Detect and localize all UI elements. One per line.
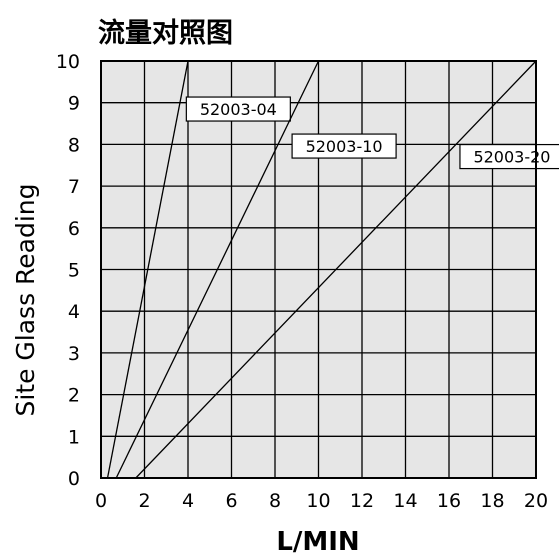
chart-title: 流量对照图 (98, 18, 233, 49)
y-tick-label: 1 (68, 426, 80, 448)
y-tick-label: 5 (68, 260, 80, 282)
x-axis-label: L/MIN (276, 527, 359, 557)
series-lines: 52003-04 52003-10 52003-20 (106, 60, 559, 479)
y-tick-label: 6 (68, 218, 80, 240)
x-tick-label: 18 (480, 490, 504, 512)
y-axis-label: Site Glass Reading (11, 183, 40, 416)
series-label: 52003-04 (200, 100, 277, 119)
x-tick-label: 12 (350, 490, 374, 512)
y-tick-label: 3 (68, 343, 80, 365)
x-tick-label: 10 (306, 490, 330, 512)
x-tick-label: 6 (225, 490, 237, 512)
x-tick-label: 14 (393, 490, 417, 512)
series-label: 52003-20 (473, 148, 550, 167)
y-tick-label: 2 (68, 385, 80, 407)
y-tick-label: 8 (68, 134, 80, 156)
y-tick-label: 9 (68, 93, 80, 115)
y-tick-label: 0 (68, 468, 80, 490)
series-label-box (459, 143, 559, 170)
series-line-52003-20 (135, 60, 537, 479)
x-tick-label: 4 (182, 490, 194, 512)
x-tick-label: 0 (95, 490, 107, 512)
x-axis-ticks: 0 2 4 6 8 10 12 14 16 18 20 (95, 490, 548, 512)
x-tick-label: 20 (524, 490, 548, 512)
series-line-52003-10 (115, 60, 320, 479)
y-tick-label: 7 (68, 176, 80, 198)
x-tick-label: 16 (437, 490, 461, 512)
series-label-box (291, 133, 397, 159)
x-tick-label: 8 (269, 490, 281, 512)
y-tick-label: 4 (68, 301, 80, 323)
y-axis-ticks: 0 1 2 3 4 5 6 7 8 9 10 (56, 51, 80, 490)
series-label-box (185, 96, 291, 122)
y-tick-label: 10 (56, 51, 80, 73)
series-line-52003-04 (106, 60, 189, 479)
x-tick-label: 2 (138, 490, 150, 512)
series-label: 52003-10 (306, 137, 383, 156)
plot-frame (100, 60, 537, 479)
